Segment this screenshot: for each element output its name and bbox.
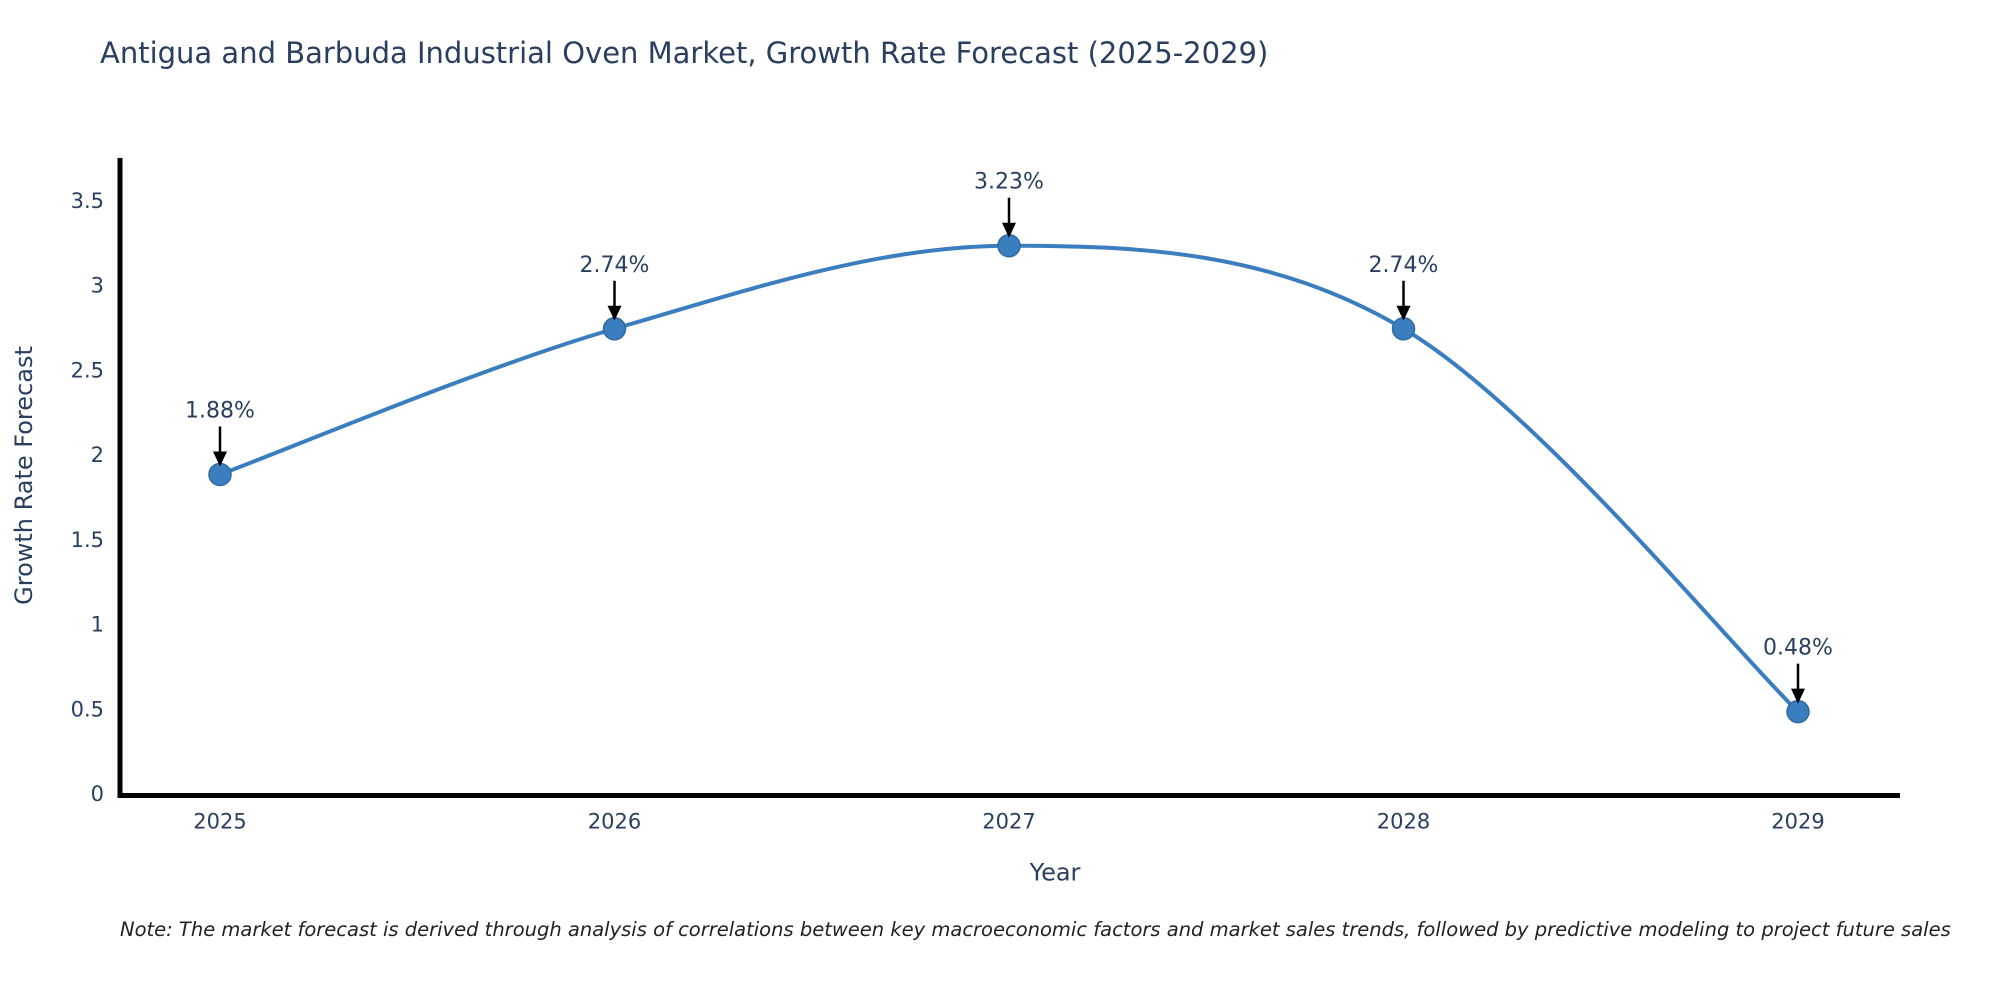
footnote: Note: The market forecast is derived thr… bbox=[120, 918, 1951, 941]
x-axis-title: Year bbox=[1029, 859, 1081, 887]
growth-rate-line-chart: 0 0.5 1 1.5 2 2.5 3 3.5 2025 2026 2027 2028 2029 Grow… bbox=[10, 158, 1900, 887]
y-tick-label: 3 bbox=[91, 274, 104, 298]
data-point-marker[interactable] bbox=[997, 233, 1021, 258]
y-tick-label: 2 bbox=[91, 443, 104, 467]
y-tick-label: 0.5 bbox=[71, 697, 104, 721]
data-point-marker[interactable] bbox=[1786, 699, 1810, 724]
y-tick-label: 3.5 bbox=[71, 189, 104, 213]
x-tick-label: 2026 bbox=[588, 810, 641, 834]
data-point-marker[interactable] bbox=[1391, 317, 1416, 341]
forecast-line bbox=[219, 243, 1800, 714]
data-point-label: 3.23% bbox=[974, 170, 1044, 195]
data-point-marker[interactable] bbox=[208, 462, 232, 487]
data-point-label: 2.74% bbox=[580, 253, 650, 278]
data-point-label: 0.48% bbox=[1763, 636, 1833, 661]
annotation-arrowhead-icon bbox=[213, 451, 227, 467]
y-axis-title: Growth Rate Forecast bbox=[10, 346, 38, 605]
x-tick-label: 2025 bbox=[193, 810, 246, 834]
data-point-label: 2.74% bbox=[1369, 253, 1439, 278]
annotation-arrowhead-icon bbox=[1002, 222, 1016, 238]
y-tick-label: 2.5 bbox=[71, 358, 104, 382]
data-point-label: 1.88% bbox=[185, 398, 255, 423]
annotation-arrowhead-icon bbox=[1791, 688, 1805, 704]
data-point-marker[interactable] bbox=[602, 317, 627, 341]
y-tick-label: 1.5 bbox=[71, 528, 104, 552]
chart-title: Antigua and Barbuda Industrial Oven Mark… bbox=[100, 36, 1269, 70]
annotation-arrowhead-icon bbox=[1396, 305, 1411, 321]
x-tick-label: 2028 bbox=[1377, 810, 1430, 834]
x-tick-label: 2029 bbox=[1771, 810, 1824, 834]
x-tick-label: 2027 bbox=[982, 810, 1035, 834]
annotation-arrowhead-icon bbox=[607, 305, 622, 321]
y-tick-label: 0 bbox=[91, 782, 104, 806]
y-tick-label: 1 bbox=[91, 613, 104, 637]
